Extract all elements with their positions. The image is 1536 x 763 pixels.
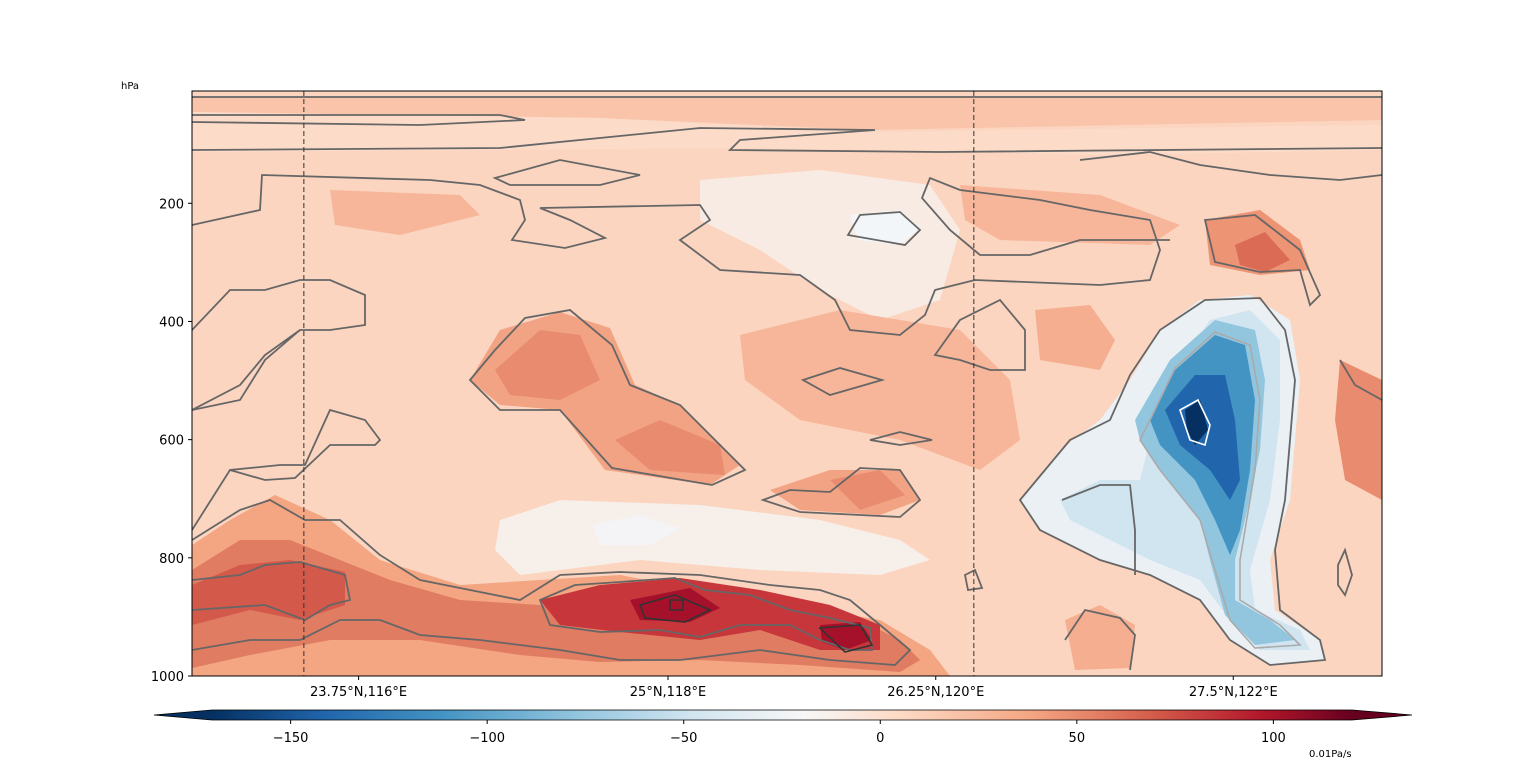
positive-blob-right-edge (1335, 360, 1382, 500)
positive-blob-mid-low (1035, 305, 1115, 370)
low-level-core-1 (630, 588, 720, 622)
contour-lines-dark (638, 594, 874, 653)
contour-line (192, 329, 301, 411)
contour-line (1079, 151, 1382, 181)
x-axis: 23.75°N,116°E 25°N,118°E 26.25°N,120°E 27.5… (310, 676, 1278, 700)
contour-line (468, 309, 747, 486)
positive-core-left (495, 330, 600, 400)
contour-line (1061, 484, 1136, 575)
colorbar-tick-label: −150 (273, 731, 309, 746)
x-tick-label: 23.75°N,116°E (310, 685, 407, 700)
y-axis: 200 400 600 800 1000 (151, 197, 192, 685)
positive-core-mid (615, 420, 725, 475)
contour-field (192, 91, 1382, 676)
colorbar: −150 −100 −50 0 50 100 0.01Pa/s (153, 709, 1413, 760)
pale-region-upper-center (700, 170, 960, 320)
colorbar-tick-label: −100 (469, 731, 505, 746)
colorbar-unit-label: 0.01Pa/s (1309, 749, 1352, 759)
y-tick-label: 1000 (151, 670, 184, 685)
white-blob (850, 210, 920, 245)
positive-core-right-upper (1235, 232, 1290, 272)
contour-line (1339, 359, 1382, 401)
x-tick-label: 27.5°N,122°E (1189, 685, 1278, 700)
positive-blob-upper-left (330, 190, 480, 235)
x-tick-label: 25°N,118°E (630, 685, 706, 700)
contour-line (800, 367, 886, 396)
contour-line (1203, 214, 1322, 307)
contour-line (669, 599, 684, 611)
low-level-core-2 (820, 622, 872, 650)
contour-line (192, 499, 912, 666)
contour-line (1064, 608, 1136, 671)
contour-line (1337, 547, 1353, 597)
contour-line (760, 467, 922, 518)
y-unit-label: hPa (121, 81, 139, 92)
contour-lines-core (1179, 398, 1211, 447)
contour-line (1018, 297, 1327, 666)
colorbar-tick-label: −50 (670, 731, 697, 746)
contour-line (818, 624, 874, 653)
colorbar-body (212, 710, 1352, 720)
x-tick-label: 26.25°N,120°E (887, 685, 984, 700)
white-blob-lower (592, 515, 680, 545)
colorbar-extend-low (154, 710, 212, 720)
contour-line (192, 127, 1382, 153)
y-tick-label: 600 (159, 434, 184, 449)
contour-line (192, 408, 382, 531)
contour-line (869, 431, 933, 446)
colorbar-tick-label: 100 (1261, 731, 1286, 746)
y-tick-label: 800 (159, 552, 184, 567)
contour-line (538, 577, 873, 651)
contour-line (492, 159, 641, 186)
positive-core-mid-right (830, 470, 905, 510)
colorbar-ticks: −150 −100 −50 0 50 100 (273, 720, 1286, 746)
positive-blob-right-lower (1065, 605, 1135, 670)
contour-line (192, 561, 352, 621)
positive-blob-center (740, 310, 1020, 470)
colorbar-tick-label: 0 (876, 731, 884, 746)
negative-core (1165, 375, 1240, 500)
upper-band (192, 97, 1382, 130)
contour-line (1139, 331, 1302, 649)
pale-region-lower-center (495, 500, 930, 575)
contour-line (192, 279, 366, 411)
negative-core-darkest (1185, 400, 1208, 445)
y-tick-label: 200 (159, 197, 184, 212)
colorbar-extend-high (1352, 710, 1412, 720)
contour-line (963, 568, 984, 592)
colorbar-tick-label: 50 (1069, 731, 1086, 746)
plot-frame (191, 90, 1383, 677)
contour-line (638, 594, 712, 623)
contour-lines (192, 96, 1382, 671)
contour-line (846, 211, 922, 246)
contour-lines-negative (1139, 331, 1302, 649)
upper-pale-band (192, 112, 1382, 155)
reference-lines (303, 91, 975, 676)
colorbar-outline (153, 709, 1413, 721)
contour-line (192, 174, 1170, 336)
contour-line (933, 298, 1026, 371)
contour-line (1179, 398, 1211, 447)
positive-blob-upper-right (960, 185, 1180, 245)
y-tick-label: 400 (159, 315, 184, 330)
contour-line (192, 114, 526, 126)
